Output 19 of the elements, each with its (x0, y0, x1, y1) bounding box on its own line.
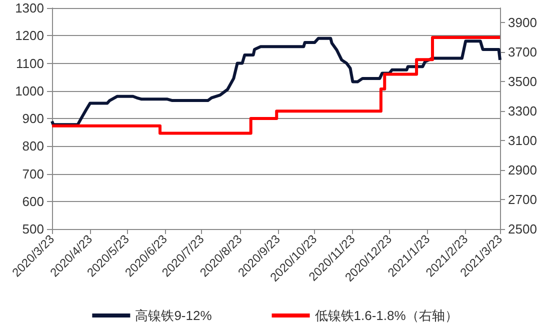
y-tick-label: 1300 (15, 0, 44, 16)
y2-tick-label: 3900 (508, 15, 537, 30)
y2-tick-label: 3500 (508, 74, 537, 90)
legend-label: 低镍铁1.6-1.8%（右轴） (314, 308, 458, 323)
legend-label: 高镍铁9-12% (135, 308, 212, 323)
y-tick-label: 600 (22, 194, 44, 209)
y-tick-label: 1000 (15, 83, 44, 98)
y-tick-label: 500 (22, 222, 44, 236)
y-tick-label: 1100 (16, 56, 44, 71)
y2-tick-label: 2900 (508, 162, 537, 178)
y-tick-label: 900 (22, 111, 44, 126)
y2-tick-label: 3300 (508, 104, 537, 119)
y2-tick-label: 3100 (508, 133, 537, 148)
y2-tick-label: 3700 (508, 44, 537, 60)
y2-tick-label: 2500 (508, 222, 537, 236)
y-tick-label: 700 (22, 166, 44, 182)
y-tick-label: 1200 (15, 28, 44, 44)
y2-tick-label: 2700 (508, 192, 537, 208)
y-tick-label: 800 (22, 138, 44, 154)
